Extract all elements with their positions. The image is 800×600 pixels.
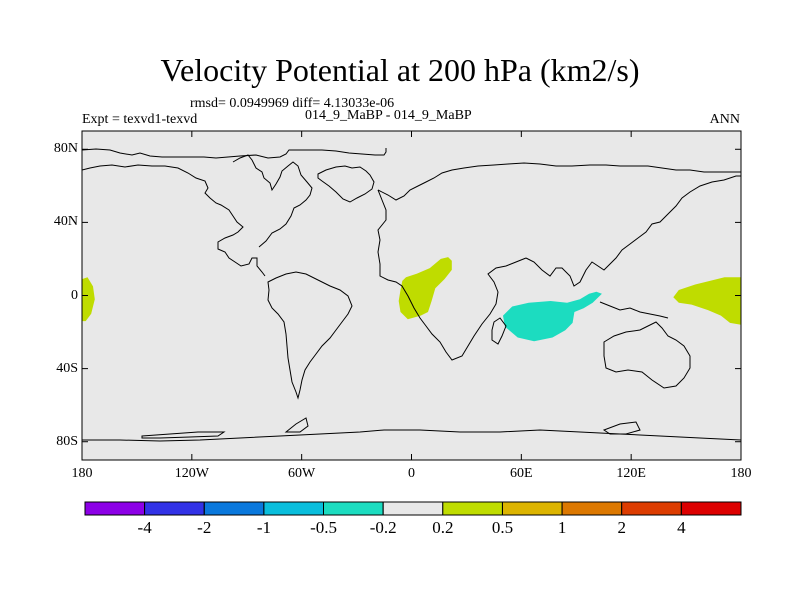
y-tick-label: 80S — [56, 433, 78, 449]
colorbar-label: 1 — [557, 518, 567, 537]
colorbar-swatch — [84, 501, 146, 516]
y-tick-label: 80N — [53, 141, 78, 157]
colorbar-label: -2 — [197, 518, 212, 537]
colorbar-label: 0.2 — [432, 518, 454, 537]
colorbar-label: 0.5 — [491, 518, 514, 537]
colorbar-label: 4 — [677, 518, 686, 537]
x-tick-label: 120E — [616, 466, 646, 481]
coastline-australia — [603, 321, 691, 389]
coastline-ross-ice — [602, 421, 641, 435]
coastline-greenland — [317, 165, 375, 203]
colorbar-label: -0.2 — [369, 518, 397, 537]
x-tick-label: 0 — [408, 466, 415, 481]
x-tick-label: 180 — [730, 466, 752, 481]
y-tick-label: 40S — [56, 360, 78, 376]
colorbar-swatch — [323, 501, 384, 516]
stats-label: rmsd= 0.0949969 diff= 4.13033e-06 — [190, 96, 395, 111]
colorbar-swatch — [203, 501, 265, 516]
colorbar-label: -0.5 — [310, 518, 337, 537]
colorbar-swatch — [502, 501, 563, 516]
coastline-eurasia-africa — [377, 162, 741, 201]
coastline-madagascar — [491, 317, 507, 345]
expt-label: Expt = texvd1-texvd — [82, 112, 198, 127]
coastline-antarctic-peninsula — [284, 417, 309, 433]
y-tick-label: 40N — [53, 214, 78, 230]
colorbar-swatch — [382, 501, 444, 516]
coastline-indonesia — [599, 301, 669, 319]
x-tick-label: 60W — [288, 466, 316, 481]
colorbar-swatch — [621, 501, 682, 516]
x-tick-label: 120W — [174, 466, 209, 481]
coastline-south-america — [267, 271, 353, 400]
colorbar-label: -1 — [256, 518, 271, 537]
case-label: 014_9_MaBP - 014_9_MaBP — [305, 108, 472, 123]
coastline-antarctica — [82, 429, 741, 442]
coastline-north-america-east — [232, 154, 313, 248]
chart-title: Velocity Potential at 200 hPa (km2/s) — [160, 52, 640, 88]
contour-region-negative-indian-ocean — [503, 291, 602, 342]
coastline-europe-africa-west — [377, 189, 527, 361]
colorbar-label: -4 — [137, 518, 152, 537]
colorbar-label: 2 — [617, 518, 626, 537]
season-label: ANN — [709, 112, 740, 127]
contour-region-positive-dateline-east — [673, 277, 741, 325]
x-tick-label: 180 — [71, 466, 93, 481]
colorbar-swatch — [144, 501, 205, 516]
colorbar-swatch — [680, 501, 742, 516]
x-tick-label: 60E — [510, 466, 533, 481]
y-tick-label: 0 — [71, 287, 78, 303]
coastline-north-america — [82, 164, 266, 277]
coastline-middle-east-asia-south — [525, 175, 741, 287]
colorbar-swatch — [442, 501, 503, 516]
colorbar-swatch — [561, 501, 623, 516]
contour-region-positive-dateline-west — [82, 277, 95, 322]
coastline-antarctic-ice-shelf — [141, 431, 226, 439]
coastline-arctic-north — [82, 148, 387, 159]
colorbar-swatch — [263, 501, 324, 516]
